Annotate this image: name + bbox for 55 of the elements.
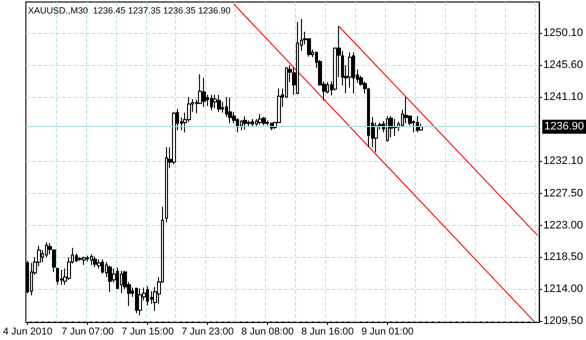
chart-title: XAUUSD.,M30 1236.45 1237.35 1236.35 1236.90 — [28, 6, 231, 16]
candlestick — [258, 113, 262, 126]
candlestick — [213, 94, 217, 109]
candlestick — [146, 286, 149, 306]
candlestick — [120, 270, 123, 294]
candlestick — [386, 116, 389, 142]
candlestick — [352, 52, 355, 94]
candlestick — [101, 258, 104, 274]
candlestick — [135, 287, 138, 314]
candlestick — [202, 77, 206, 108]
candlestick — [255, 118, 258, 128]
candlestick — [243, 116, 247, 130]
x-tick-label: 8 Jun 16:00 — [301, 326, 354, 338]
candlestick — [108, 265, 112, 292]
y-tick-label: 1209.50 — [543, 314, 584, 327]
x-tick-label: 4 Jun 2010 — [2, 326, 53, 338]
candlestick — [251, 118, 254, 127]
y-tick-label: 1227.50 — [543, 187, 584, 200]
y-tick-label: 1245.60 — [543, 59, 584, 72]
x-tick-label: 9 Jun 01:00 — [361, 326, 414, 338]
candlestick — [393, 118, 397, 136]
candlestick — [228, 97, 232, 124]
candlestick — [404, 96, 408, 124]
y-tick-label: 1214.00 — [543, 283, 584, 296]
y-tick-label: 1250.10 — [543, 27, 584, 40]
y-tick-label: 1232.10 — [543, 154, 584, 167]
x-tick-label: 7 Jun 07:00 — [62, 326, 114, 338]
x-tick-label: 7 Jun 23:00 — [181, 326, 234, 338]
candlestick — [45, 242, 48, 258]
candlestick — [138, 288, 142, 316]
x-tick-label: 8 Jun 08:00 — [241, 326, 294, 338]
candlestick — [296, 21, 299, 95]
candlestick — [82, 256, 86, 266]
y-tick-label: 1241.10 — [543, 90, 584, 103]
y-tick-label: 1218.50 — [543, 251, 584, 264]
candlestick — [412, 120, 415, 133]
candlestick — [389, 116, 393, 138]
y-tick-label: 1223.00 — [543, 219, 584, 232]
candlestick — [116, 267, 119, 290]
x-tick-label: 7 Jun 15:00 — [122, 326, 174, 338]
candlestick — [210, 94, 213, 111]
candlestick — [86, 255, 89, 262]
candlestick — [78, 256, 82, 262]
candlestick — [416, 116, 419, 133]
candlestick — [93, 256, 97, 268]
candlestick — [262, 116, 266, 126]
candlestick — [90, 254, 93, 266]
candlestick — [240, 120, 243, 131]
candlestick — [60, 269, 63, 286]
candlestick — [217, 94, 221, 112]
candlestick — [247, 120, 251, 128]
candlestick — [172, 111, 176, 165]
candlestick — [56, 267, 59, 286]
ref-line-label: 1236.90 — [544, 120, 584, 133]
candlestick — [165, 146, 168, 223]
